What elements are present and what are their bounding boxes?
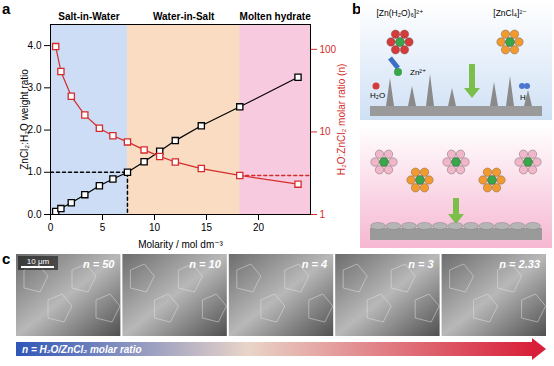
svg-text:ZnCl₂:H₂O weight ratio: ZnCl₂:H₂O weight ratio [19,69,30,170]
svg-text:3.0: 3.0 [28,82,42,93]
svg-text:n = H₂O/ZnCl₂ molar ratio: n = H₂O/ZnCl₂ molar ratio [22,344,142,355]
svg-text:Molten hydrate: Molten hydrate [240,11,312,22]
svg-text:1.0: 1.0 [28,166,42,177]
svg-text:5: 5 [100,222,106,233]
svg-text:Salt-in-Water: Salt-in-Water [58,11,119,22]
svg-text:4.0: 4.0 [28,40,42,51]
svg-text:[Zn(H₂O)₆]²⁺: [Zn(H₂O)₆]²⁺ [376,8,423,18]
svg-text:H₂O:ZnCl₂ molar ratio (n): H₂O:ZnCl₂ molar ratio (n) [336,64,347,176]
svg-text:2.0: 2.0 [28,124,42,135]
svg-text:15: 15 [201,222,213,233]
svg-text:0: 0 [48,222,54,233]
svg-text:n = 10: n = 10 [189,258,221,270]
svg-text:Water-in-Salt: Water-in-Salt [153,11,215,22]
svg-text:10: 10 [320,126,332,137]
svg-text:0.0: 0.0 [28,209,42,220]
svg-text:Molarity / mol dm⁻³: Molarity / mol dm⁻³ [138,239,223,250]
svg-text:20: 20 [253,222,265,233]
svg-text:[ZnCl₄]²⁻: [ZnCl₄]²⁻ [493,8,526,18]
html-text:c: c [2,250,11,267]
svg-text:1: 1 [320,209,326,220]
svg-text:n = 4: n = 4 [302,258,327,270]
html-text:b: b [352,0,362,17]
svg-text:100: 100 [320,44,337,55]
svg-text:Zn²⁺: Zn²⁺ [410,68,426,77]
svg-text:H₂O: H₂O [370,91,385,100]
svg-text:10: 10 [149,222,161,233]
svg-text:n = 3: n = 3 [408,258,433,270]
html-text:a: a [2,0,11,17]
svg-text:10 μm: 10 μm [27,257,50,266]
svg-text:n = 2.33: n = 2.33 [499,258,540,270]
svg-text:H₂: H₂ [520,93,529,102]
svg-text:n = 50: n = 50 [83,258,115,270]
